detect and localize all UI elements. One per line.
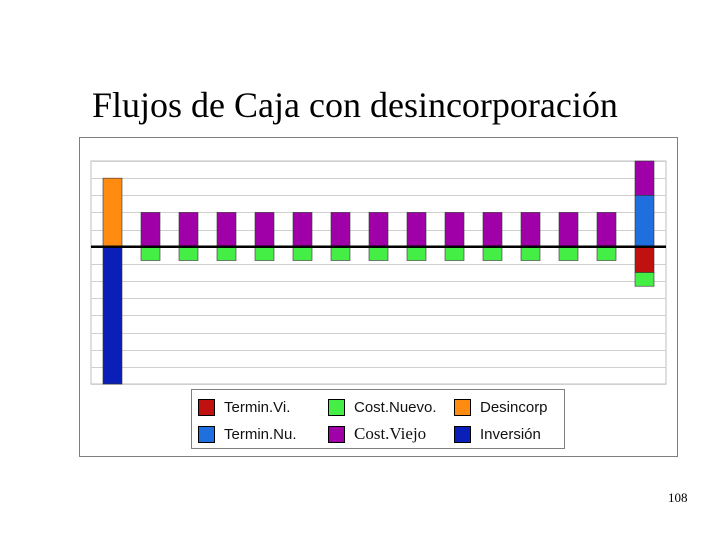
bar-cost-nuevo-14 — [634, 272, 655, 287]
bar-cost-nuevo-9 — [444, 246, 465, 261]
legend-swatch-cost-viejo — [328, 425, 345, 443]
bar-cost-viejo-14 — [634, 160, 655, 196]
legend-swatch-termin-vi — [198, 398, 215, 416]
chart-frame — [79, 137, 678, 457]
bar-cost-viejo-3 — [216, 212, 237, 248]
legend-label-cost-viejo: Cost.Viejo — [354, 424, 427, 443]
bar-cost-nuevo-3 — [216, 246, 237, 261]
bar-cost-nuevo-7 — [368, 246, 389, 261]
bar-cost-viejo-8 — [406, 212, 427, 248]
bar-cost-viejo-6 — [330, 212, 351, 248]
bar-desincorp-0 — [102, 177, 123, 248]
bar-cost-nuevo-8 — [406, 246, 427, 261]
cash-flow-chart — [90, 160, 667, 385]
chart-legend: Termin.Vi. Cost.Nuevo. Desincorp Termin.… — [191, 389, 565, 449]
bar-cost-nuevo-11 — [520, 246, 541, 261]
bar-cost-viejo-12 — [558, 212, 579, 248]
bar-cost-nuevo-10 — [482, 246, 503, 261]
bar-cost-viejo-1 — [140, 212, 161, 248]
legend-item-cost-viejo: Cost.Viejo — [328, 424, 426, 444]
legend-label-desincorp: Desincorp — [480, 398, 548, 416]
slide-title: Flujos de Caja con desincorporación — [92, 85, 618, 125]
legend-swatch-desincorp — [454, 398, 471, 416]
bar-cost-viejo-13 — [596, 212, 617, 248]
legend-item-termin-nu: Termin.Nu. — [198, 424, 297, 444]
legend-label-termin-nu: Termin.Nu. — [224, 425, 297, 443]
bar-cost-viejo-10 — [482, 212, 503, 248]
legend-item-desincorp: Desincorp — [454, 397, 548, 417]
bar-cost-viejo-11 — [520, 212, 541, 248]
legend-item-inversion: Inversión — [454, 424, 541, 444]
bar-cost-nuevo-4 — [254, 246, 275, 261]
bar-cost-viejo-5 — [292, 212, 313, 248]
bar-cost-nuevo-13 — [596, 246, 617, 261]
bar-cost-nuevo-6 — [330, 246, 351, 261]
bar-cost-viejo-7 — [368, 212, 389, 248]
legend-item-termin-vi: Termin.Vi. — [198, 397, 290, 417]
legend-swatch-termin-nu — [198, 425, 215, 443]
plot-area — [90, 160, 667, 385]
bar-cost-viejo-2 — [178, 212, 199, 248]
bar-cost-nuevo-12 — [558, 246, 579, 261]
legend-swatch-inversion — [454, 425, 471, 443]
bar-termin-nu-14 — [634, 195, 655, 248]
legend-item-cost-nuevo: Cost.Nuevo. — [328, 397, 437, 417]
legend-label-termin-vi: Termin.Vi. — [224, 398, 291, 416]
page-number: 108 — [668, 490, 688, 505]
bar-termin-vi-14 — [634, 246, 655, 273]
bar-cost-nuevo-2 — [178, 246, 199, 261]
bar-cost-nuevo-5 — [292, 246, 313, 261]
bar-cost-viejo-9 — [444, 212, 465, 248]
bar-cost-nuevo-1 — [140, 246, 161, 261]
legend-swatch-cost-nuevo — [328, 398, 345, 416]
legend-label-cost-nuevo: Cost.Nuevo. — [354, 398, 437, 416]
bar-cost-viejo-4 — [254, 212, 275, 248]
bar-inversion-0 — [102, 246, 123, 385]
legend-label-inversion: Inversión — [480, 425, 541, 443]
